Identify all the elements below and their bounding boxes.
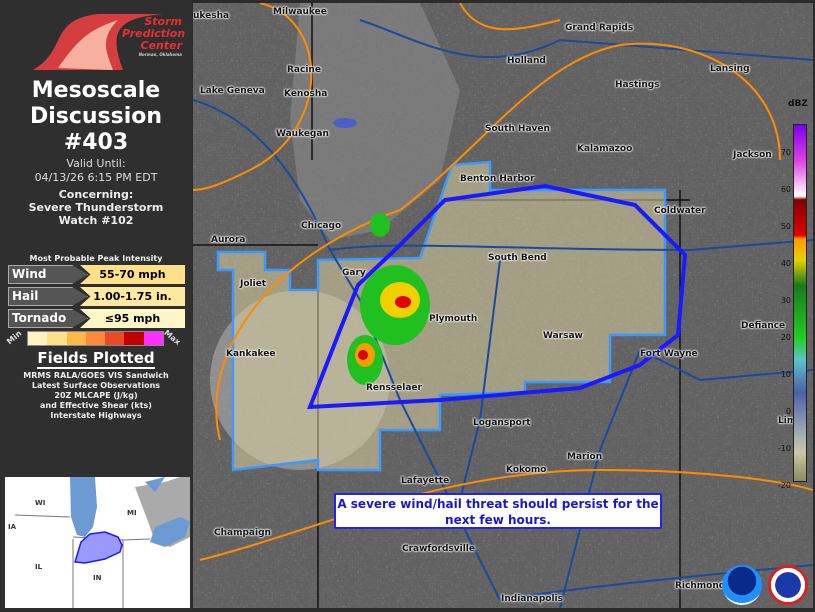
city-label: ukesha <box>193 11 230 21</box>
wind-row: 55-70 mph Wind <box>8 265 185 284</box>
colorbar-tick: 60 <box>780 185 791 194</box>
city-label: Defiance <box>741 321 786 331</box>
intensity-heading: Most Probable Peak Intensity <box>29 254 163 263</box>
wind-label: Wind <box>8 265 88 284</box>
city-label: Kokomo <box>506 465 547 475</box>
city-label: Chicago <box>301 221 342 231</box>
md-polygon <box>307 183 688 410</box>
city-label: Benton Harbor <box>460 174 535 184</box>
city-label: Rensselaer <box>366 383 422 393</box>
city-label: South Haven <box>485 124 550 134</box>
colorbar-unit: dBZ <box>788 99 808 109</box>
hail-value: 1.00-1.75 in. <box>80 287 185 306</box>
city-label: Jackson <box>733 150 772 160</box>
tornado-row: ≤95 mph Tornado <box>8 309 185 328</box>
city-label: Kalamazoo <box>577 144 633 154</box>
city-label: Lafayette <box>401 476 450 486</box>
city-label: Plymouth <box>429 314 478 324</box>
colorbar-tick: -20 <box>777 481 791 490</box>
tornado-value: ≤95 mph <box>80 309 185 328</box>
city-label: Waukegan <box>276 129 329 139</box>
colorbar-tick: 30 <box>780 296 791 305</box>
colorbar-tick: 0 <box>785 407 791 416</box>
scale-max: Max <box>162 328 183 347</box>
city-label: Warsaw <box>543 331 583 341</box>
scale-segment <box>124 332 144 345</box>
inset-label-wi: WI <box>35 499 45 507</box>
colorbar-tick: -10 <box>777 444 791 453</box>
city-label: Kankakee <box>226 349 276 359</box>
city-label: Grand Rapids <box>565 23 634 33</box>
watch-area-outline <box>216 160 667 472</box>
inset-label-ia: IA <box>8 523 17 531</box>
mesoscale-map: ukesha Milwaukee Grand Rapids Holland Lansin… <box>193 3 813 608</box>
city-label: Racine <box>287 65 321 75</box>
hail-row: 1.00-1.75 in. Hail <box>8 287 185 306</box>
locator-inset-map: WI MI IA IL IN <box>5 477 190 608</box>
city-label: Lim <box>778 416 797 426</box>
scale-segment <box>47 332 67 345</box>
city-label: Champaign <box>214 528 271 538</box>
city-label: Joliet <box>240 279 267 289</box>
hail-label: Hail <box>8 287 88 306</box>
intensity-scale <box>27 331 164 346</box>
discussion-note: A severe wind/hail threat should persist… <box>334 493 662 529</box>
wind-value: 55-70 mph <box>80 265 185 284</box>
left-panel: Storm Prediction Center Norman, Oklahoma M… <box>0 0 192 611</box>
reflectivity-colorbar <box>793 124 807 482</box>
nws-logo <box>768 565 808 605</box>
scale-min: Min <box>5 328 24 347</box>
inset-label-il: IL <box>35 563 43 571</box>
city-label: Marion <box>567 452 603 462</box>
city-label: Milwaukee <box>273 7 327 17</box>
city-label: Richmond <box>675 581 726 591</box>
colorbar-tick: 70 <box>780 148 791 157</box>
city-label: Hastings <box>615 80 660 90</box>
scale-segment <box>28 332 48 345</box>
city-label: Logansport <box>473 418 531 428</box>
city-label: Kenosha <box>284 89 328 99</box>
city-label: South Bend <box>488 253 547 263</box>
colorbar-tick: 40 <box>780 259 791 268</box>
valid-until: Valid Until: 04/13/26 6:15 PM EDT <box>34 157 158 184</box>
concerning: Concerning: Severe Thunderstorm Watch #102 <box>28 188 164 227</box>
scale-segment <box>143 332 163 345</box>
city-label: Indianapolis <box>501 594 563 604</box>
radar-echoes <box>333 118 430 385</box>
page-title: Mesoscale Discussion #403 <box>29 78 163 155</box>
colorbar-tick: 50 <box>780 222 791 231</box>
fields-list: MRMS RALA/GOES VIS Sandwich Latest Surfac… <box>23 371 169 420</box>
city-label: Lake Geneva <box>200 86 265 96</box>
spc-logo <box>33 14 163 70</box>
city-label: Gary <box>342 268 366 278</box>
colorbar-tick: 20 <box>780 333 791 342</box>
logo-text: Storm Prediction Center Norman, Oklahoma <box>122 15 186 58</box>
city-label: Lansing <box>710 64 750 74</box>
city-label: Coldwater <box>654 206 706 216</box>
city-label: Holland <box>507 56 546 66</box>
noaa-logo <box>722 565 762 605</box>
tornado-label: Tornado <box>8 309 88 328</box>
scale-segment <box>105 332 125 345</box>
inset-label-mi: MI <box>127 509 137 517</box>
scale-segment <box>85 332 106 345</box>
city-label: Crawfordsville <box>402 544 475 554</box>
city-label: Fort Wayne <box>640 349 698 359</box>
colorbar-tick: 10 <box>780 370 791 379</box>
inset-label-in: IN <box>93 574 102 582</box>
fields-heading: Fields Plotted <box>37 349 155 369</box>
city-label: Aurora <box>211 235 246 245</box>
scale-segment <box>66 332 86 345</box>
